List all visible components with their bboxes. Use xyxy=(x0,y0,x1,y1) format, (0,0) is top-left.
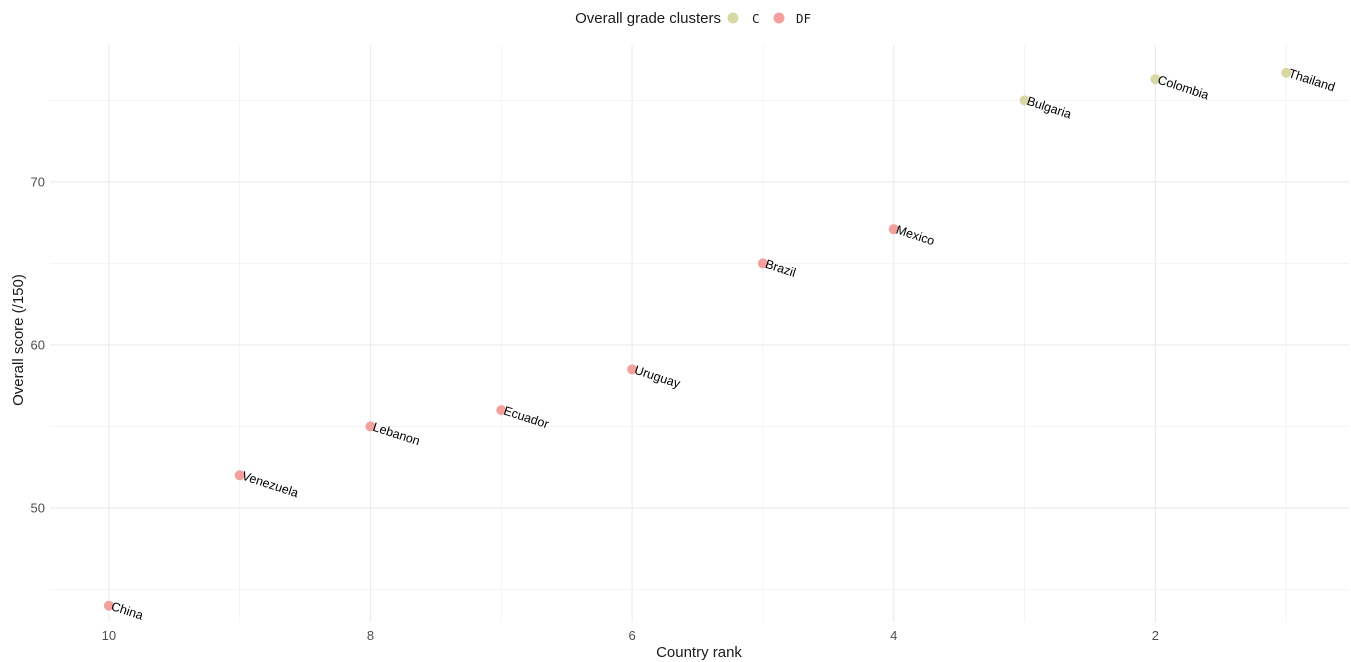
legend-label-df: DF xyxy=(796,11,811,26)
legend-label-c: C xyxy=(752,11,760,26)
x-tick-label: 8 xyxy=(367,628,374,643)
data-point xyxy=(496,405,507,416)
data-point xyxy=(757,258,768,269)
data-point xyxy=(103,600,114,611)
y-axis-tick-labels: 50 60 70 xyxy=(31,174,45,515)
x-axis-tick-labels: 10 8 6 4 2 xyxy=(102,628,1159,643)
y-tick-label: 70 xyxy=(31,174,45,189)
major-gridlines xyxy=(50,45,1349,622)
x-tick-label: 6 xyxy=(629,628,636,643)
point-label: Thailand xyxy=(1287,66,1337,94)
x-tick-label: 2 xyxy=(1152,628,1159,643)
point-label: Ecuador xyxy=(502,404,551,432)
x-tick-label: 4 xyxy=(890,628,897,643)
data-point xyxy=(888,224,899,235)
data-point xyxy=(1150,74,1161,85)
x-axis-title: Country rank xyxy=(656,644,742,661)
point-label: Uruguay xyxy=(633,363,683,391)
data-points xyxy=(103,67,1292,611)
point-label: China xyxy=(109,599,144,622)
x-tick-label: 10 xyxy=(102,628,116,643)
point-label: Colombia xyxy=(1156,73,1211,103)
y-tick-label: 60 xyxy=(31,337,45,352)
data-point xyxy=(365,421,376,432)
point-label: Mexico xyxy=(894,223,936,249)
legend-title: Overall grade clusters xyxy=(575,10,721,27)
y-tick-label: 50 xyxy=(31,500,45,515)
data-point xyxy=(234,470,245,481)
point-label: Lebanon xyxy=(371,420,422,448)
data-point xyxy=(1281,67,1292,78)
data-point xyxy=(1019,95,1030,106)
point-label: Bulgaria xyxy=(1025,94,1073,122)
y-axis-title: Overall score (/150) xyxy=(10,274,27,406)
point-label: Venezuela xyxy=(240,469,300,500)
minor-gridlines xyxy=(50,45,1349,622)
legend-swatch-df xyxy=(773,12,785,24)
legend-swatch-c xyxy=(727,12,739,24)
legend: Overall grade clusters C DF xyxy=(575,10,811,27)
data-point xyxy=(627,364,638,375)
point-label: Brazil xyxy=(764,257,798,280)
